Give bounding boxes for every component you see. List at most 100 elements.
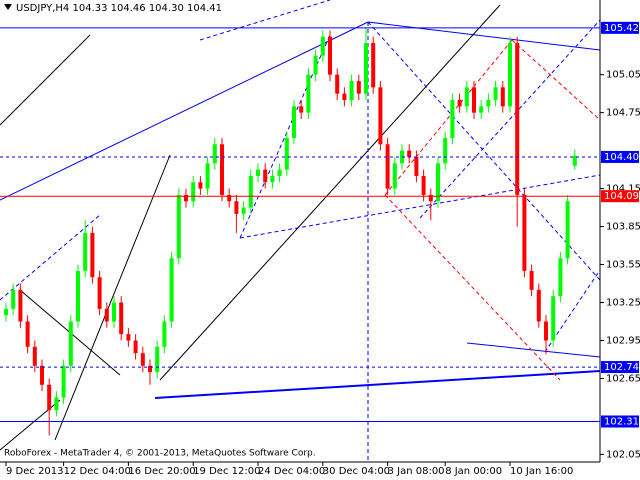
- candle-body: [263, 169, 268, 183]
- chart-title: USDJPY,H4 104.33 104.46 104.30 104.41: [16, 3, 222, 14]
- trend-line: [367, 21, 601, 51]
- candle-body: [198, 182, 203, 189]
- candle-body: [299, 106, 304, 113]
- candle-body: [342, 93, 347, 100]
- candle-body: [450, 99, 455, 138]
- candle-body: [457, 99, 462, 107]
- candle-body: [292, 106, 296, 138]
- candle-body: [169, 258, 174, 322]
- candle-body: [54, 397, 59, 411]
- candle-body: [256, 169, 260, 176]
- trend-line: [159, 4, 501, 381]
- y-tick-label: 103.85: [606, 222, 640, 233]
- candle-body: [234, 201, 239, 214]
- candle-body: [277, 169, 282, 176]
- candle-body: [68, 321, 73, 366]
- x-tick-label: 16 Dec 20:00: [128, 466, 195, 477]
- candle-body: [61, 365, 66, 398]
- candle-body: [385, 144, 390, 189]
- candle-body: [335, 74, 340, 94]
- candle-body: [205, 163, 210, 189]
- price-level-label: 104.09: [604, 191, 639, 202]
- candle-body: [320, 36, 325, 56]
- candle-body: [184, 194, 188, 202]
- candle-body: [414, 156, 419, 176]
- trend-line: [154, 370, 601, 399]
- candle-body: [104, 308, 109, 322]
- y-tick-label: 104.15: [606, 184, 640, 195]
- y-tick-label: 102.05: [606, 449, 640, 460]
- candle-body: [119, 302, 124, 335]
- candle-body: [162, 321, 167, 347]
- price-level-label: 105.42: [604, 23, 639, 34]
- price-level-box: [601, 415, 639, 428]
- candle-body: [191, 182, 196, 202]
- candle-body: [572, 155, 577, 166]
- candle-body: [479, 106, 484, 113]
- candle-body: [313, 55, 318, 75]
- candle-body: [443, 137, 448, 164]
- candle-body: [558, 258, 563, 297]
- candle-body: [112, 302, 116, 322]
- candle-body: [508, 43, 512, 107]
- trend-line: [384, 194, 561, 381]
- candle-body: [565, 201, 570, 259]
- candle-body: [529, 270, 534, 290]
- candle-body: [32, 346, 37, 366]
- title-icon: [4, 4, 12, 10]
- price-level-box: [601, 361, 639, 374]
- candle-body: [421, 175, 426, 195]
- trend-line: [0, 21, 369, 201]
- y-tick-label: 103.25: [606, 298, 640, 309]
- x-tick-label: 8 Jan 00:00: [445, 466, 502, 477]
- x-tick-label: 19 Dec 12:00: [193, 466, 260, 477]
- candle-body: [148, 365, 152, 373]
- candle-body: [436, 163, 440, 202]
- candle-body: [140, 353, 145, 366]
- candle-body: [378, 87, 383, 145]
- candle-body: [40, 365, 44, 385]
- candle-body: [356, 81, 361, 94]
- candle-body: [133, 340, 138, 354]
- candle-body: [176, 194, 181, 259]
- x-tick-label: 3 Jan 08:00: [388, 466, 445, 477]
- trend-line: [0, 214, 101, 301]
- trend-line: [239, 174, 601, 239]
- price-level-box: [601, 190, 639, 203]
- candle-body: [486, 99, 491, 107]
- trend-line: [54, 154, 171, 441]
- candle-body: [371, 43, 376, 88]
- trend-line: [466, 342, 601, 358]
- plot: [4, 27, 577, 436]
- x-tick-label: 24 Dec 04:00: [258, 466, 325, 477]
- candle-body: [306, 74, 311, 113]
- y-tick-label: 104.75: [606, 108, 640, 119]
- trend-line: [511, 39, 601, 121]
- candle-body: [284, 137, 289, 170]
- footer: RoboForex - MetaTrader 4, © 2001-2013, M…: [4, 449, 316, 459]
- candle-body: [18, 289, 23, 322]
- candle-body: [392, 163, 397, 189]
- y-tick-label: 102.65: [606, 373, 640, 384]
- price-level-box: [601, 150, 639, 163]
- candle-body: [83, 232, 88, 271]
- candle-body: [248, 175, 253, 208]
- candle-body: [349, 81, 354, 100]
- candle-body: [212, 144, 217, 164]
- trend-line: [384, 39, 513, 196]
- y-tick-label: 103.55: [606, 260, 640, 271]
- candle-body: [328, 36, 332, 75]
- price-level-label: 104.40: [604, 152, 639, 163]
- candle-body: [522, 194, 527, 271]
- y-tick-label: 102.95: [606, 335, 640, 346]
- candle-body: [90, 232, 95, 278]
- candle-body: [4, 308, 8, 316]
- price-level-box: [601, 21, 639, 34]
- x-tick-label: 12 Dec 04:00: [64, 466, 131, 477]
- candle-body: [241, 207, 246, 214]
- candle-body: [97, 277, 102, 309]
- candle-body: [25, 321, 30, 347]
- trend-line: [367, 21, 601, 281]
